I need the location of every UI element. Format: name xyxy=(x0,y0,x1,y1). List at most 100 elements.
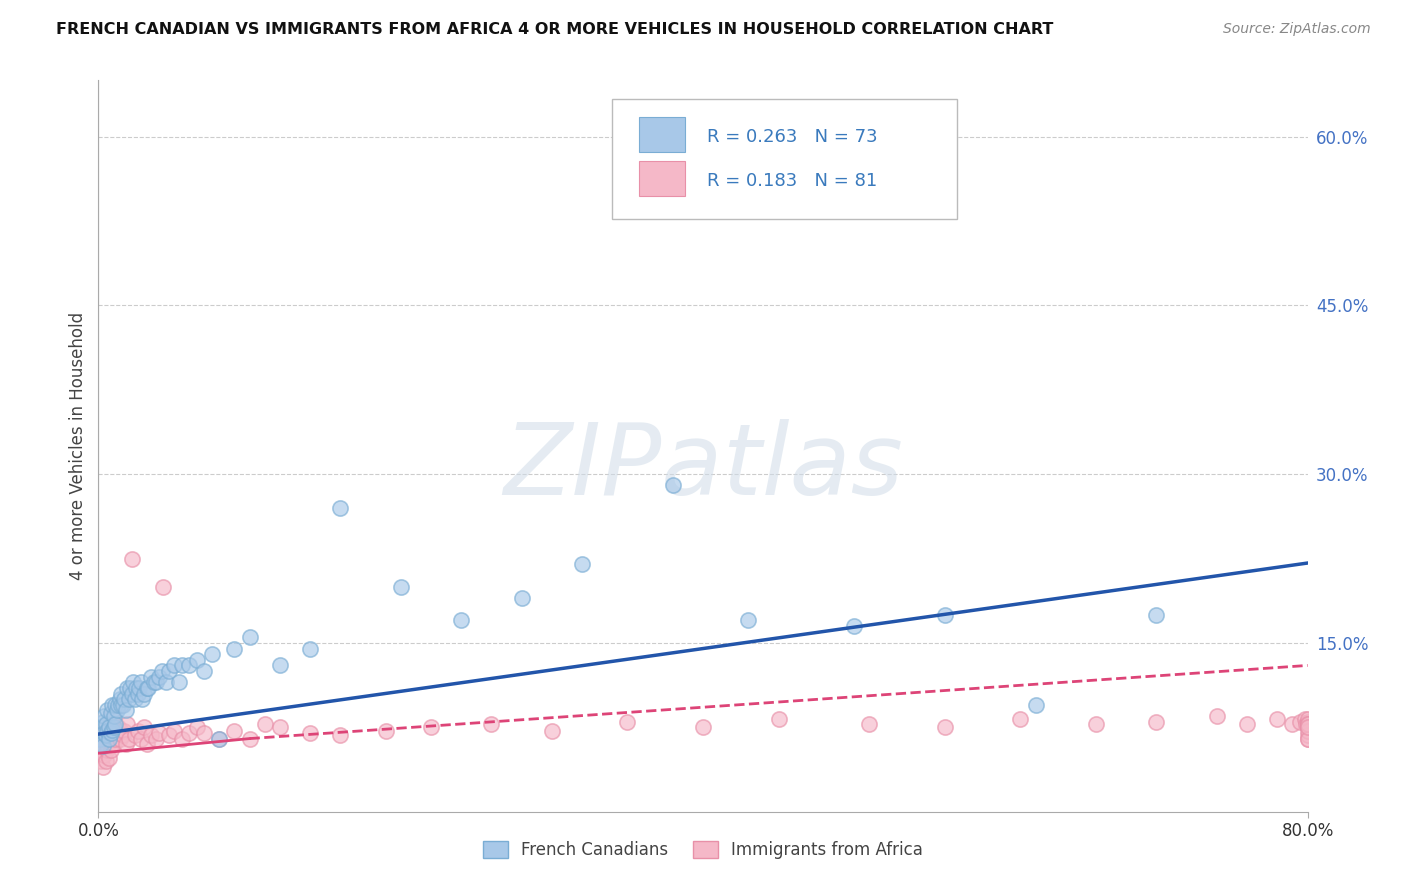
Point xyxy=(145,731,167,746)
Point xyxy=(96,723,118,738)
Point xyxy=(108,692,131,706)
Point xyxy=(94,717,117,731)
Point xyxy=(111,728,134,742)
Point xyxy=(1296,717,1319,731)
Point xyxy=(510,591,533,605)
Point xyxy=(98,720,121,734)
Point xyxy=(163,658,186,673)
Point xyxy=(1144,714,1167,729)
Point xyxy=(159,664,181,678)
Text: R = 0.183   N = 81: R = 0.183 N = 81 xyxy=(707,171,877,190)
Point xyxy=(1296,714,1319,729)
Point xyxy=(571,557,593,571)
Point xyxy=(1281,717,1303,731)
Point xyxy=(1296,720,1319,734)
Point xyxy=(98,731,121,746)
Point xyxy=(114,703,136,717)
Point xyxy=(103,737,125,751)
Point xyxy=(129,675,152,690)
Point xyxy=(481,717,503,731)
Point xyxy=(104,717,127,731)
Point xyxy=(118,692,141,706)
FancyBboxPatch shape xyxy=(613,99,957,219)
Point xyxy=(94,728,117,742)
Point xyxy=(94,737,117,751)
Point xyxy=(105,703,128,717)
Point xyxy=(125,681,148,695)
Point xyxy=(186,653,208,667)
Point xyxy=(179,726,201,740)
Point xyxy=(101,737,124,751)
Point xyxy=(858,717,880,731)
Point xyxy=(127,687,149,701)
Point xyxy=(93,726,115,740)
Point xyxy=(934,607,956,622)
Point xyxy=(100,706,122,720)
Point xyxy=(329,500,352,515)
Point xyxy=(103,709,125,723)
Point xyxy=(299,641,322,656)
Point xyxy=(159,728,181,742)
Point xyxy=(96,743,118,757)
Point xyxy=(450,614,472,628)
Point xyxy=(179,658,201,673)
Point xyxy=(239,731,262,746)
Point xyxy=(101,709,124,723)
Point xyxy=(269,658,291,673)
Point xyxy=(91,760,114,774)
Point xyxy=(1085,717,1108,731)
Point xyxy=(104,698,127,712)
Point xyxy=(101,723,124,737)
Point xyxy=(93,748,115,763)
Point xyxy=(103,720,125,734)
Point xyxy=(1296,728,1319,742)
Point xyxy=(91,731,114,746)
Point xyxy=(1024,698,1046,712)
Point xyxy=(100,720,122,734)
Point xyxy=(150,664,173,678)
Point xyxy=(201,647,224,661)
Point xyxy=(110,698,132,712)
Point xyxy=(1296,720,1319,734)
Point xyxy=(692,720,714,734)
Point xyxy=(934,720,956,734)
Point xyxy=(121,551,143,566)
Point xyxy=(253,717,276,731)
Point xyxy=(224,723,246,738)
Point xyxy=(94,754,117,768)
Point xyxy=(124,728,146,742)
Point xyxy=(103,726,125,740)
Point xyxy=(193,664,215,678)
Text: Source: ZipAtlas.com: Source: ZipAtlas.com xyxy=(1223,22,1371,37)
Point xyxy=(124,692,146,706)
Point xyxy=(121,687,143,701)
Point xyxy=(152,580,174,594)
Point xyxy=(114,737,136,751)
Point xyxy=(737,614,759,628)
Point xyxy=(112,692,135,706)
Point xyxy=(193,726,215,740)
Point xyxy=(104,731,127,746)
Point xyxy=(662,478,685,492)
Point xyxy=(131,692,153,706)
Point xyxy=(93,709,115,723)
Point xyxy=(112,723,135,738)
Point xyxy=(1296,731,1319,746)
Point xyxy=(1236,717,1258,731)
Point xyxy=(89,737,111,751)
Point xyxy=(239,630,262,644)
Point xyxy=(96,720,118,734)
Point xyxy=(135,681,157,695)
Point xyxy=(186,720,208,734)
Point xyxy=(128,681,150,695)
Point xyxy=(98,731,121,746)
Point xyxy=(132,687,155,701)
Point xyxy=(115,717,138,731)
Point xyxy=(100,726,122,740)
Point xyxy=(148,670,170,684)
Point xyxy=(135,737,157,751)
Point xyxy=(141,728,163,742)
Point xyxy=(1296,713,1319,727)
Point xyxy=(93,726,115,740)
Point xyxy=(208,731,231,746)
